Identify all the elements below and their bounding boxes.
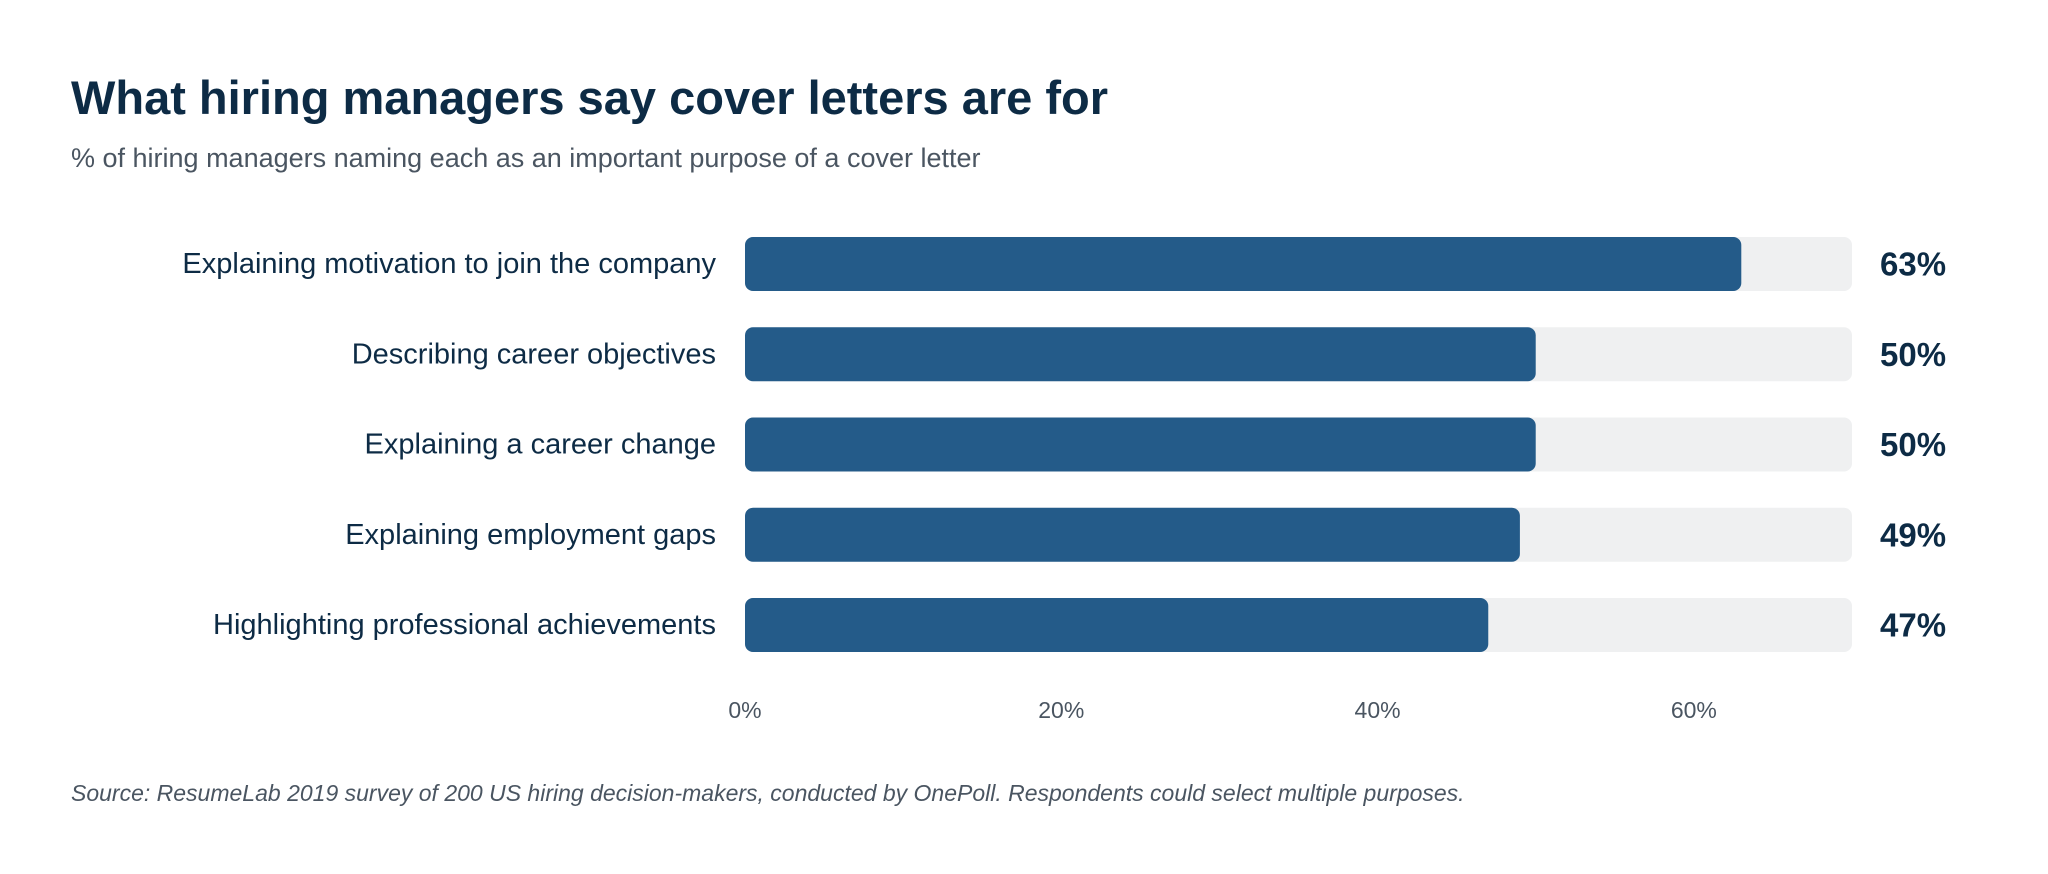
source-note: Source: ResumeLab 2019 survey of 200 US … — [71, 780, 1465, 806]
bar — [745, 417, 1536, 472]
value-label: 47% — [1880, 607, 1946, 644]
chart-subtitle: % of hiring managers naming each as an i… — [71, 143, 981, 173]
bar — [745, 507, 1520, 562]
bar — [745, 327, 1536, 382]
category-label: Describing career objectives — [352, 338, 716, 370]
category-label: Explaining motivation to join the compan… — [182, 248, 716, 280]
x-tick-label: 40% — [1355, 697, 1401, 723]
value-label: 49% — [1880, 516, 1946, 553]
category-label: Explaining a career change — [365, 429, 716, 461]
x-tick-label: 20% — [1038, 697, 1084, 723]
x-tick-label: 60% — [1671, 697, 1717, 723]
bar — [745, 237, 1742, 291]
x-tick-label: 0% — [728, 697, 761, 723]
category-label: Explaining employment gaps — [345, 519, 716, 551]
bar — [745, 598, 1489, 652]
chart-title: What hiring managers say cover letters a… — [71, 71, 1108, 124]
value-label: 50% — [1880, 426, 1946, 463]
value-label: 50% — [1880, 336, 1946, 373]
value-label: 63% — [1880, 246, 1946, 283]
category-label: Highlighting professional achievements — [213, 609, 716, 641]
